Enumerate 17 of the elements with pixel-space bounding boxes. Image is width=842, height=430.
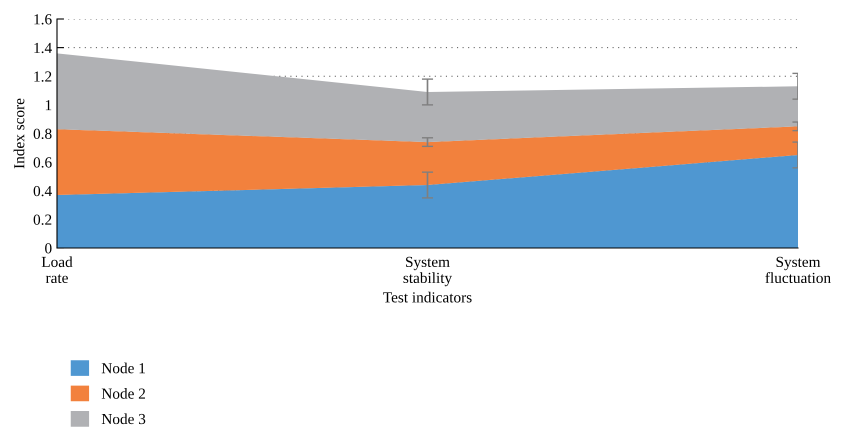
x-tick-label: System stability bbox=[404, 256, 452, 286]
y-tick-label: 0.2 bbox=[34, 214, 52, 225]
x-tick-label: Load rate bbox=[42, 256, 73, 284]
legend-label: Node 3 bbox=[102, 413, 146, 424]
x-tick-label: System fluctuation bbox=[765, 256, 831, 284]
x-axis-title: Test indicators bbox=[383, 292, 472, 303]
y-axis-title: Index score bbox=[14, 98, 24, 168]
y-tick-label: 1 bbox=[46, 100, 52, 110]
y-tick-label: 0.4 bbox=[34, 186, 52, 196]
y-tick-label: 1.6 bbox=[34, 14, 52, 25]
legend-label: Node 2 bbox=[102, 388, 146, 399]
y-tick-label: 0 bbox=[45, 243, 52, 254]
legend-label: Node 1 bbox=[102, 362, 145, 374]
y-tick-label: 0.8 bbox=[34, 128, 52, 140]
y-tick-label: 0.6 bbox=[34, 157, 52, 168]
y-tick-label: 1.2 bbox=[34, 71, 52, 82]
y-tick-label: 1.4 bbox=[34, 42, 52, 54]
